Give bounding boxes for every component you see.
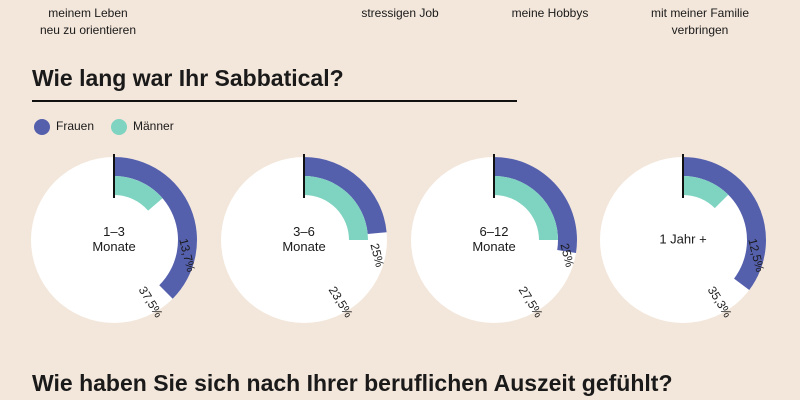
donut-center-label: 1 Jahr +: [659, 231, 706, 246]
donut-background: [600, 157, 766, 323]
legend-label: Frauen: [56, 119, 94, 133]
legend-label: Männer: [133, 119, 174, 133]
donut-segment: [114, 157, 197, 299]
legend-swatch: [111, 119, 127, 135]
donut-segment: [304, 176, 368, 240]
reason-text: meinem Leben: [48, 6, 127, 20]
donut-center-label: Monate: [92, 239, 135, 254]
donut-segment: [494, 157, 578, 253]
reason-text: um mich in: [59, 0, 117, 3]
reason-text: meine Hobbys: [512, 6, 589, 20]
reason-text: stressigen Job: [361, 6, 439, 20]
next-section-title: Wie haben Sie sich nach Ihrer berufliche…: [32, 370, 673, 396]
value-label: 25%: [557, 242, 576, 269]
reason-text: Reisen: [227, 0, 264, 3]
donut-center-label: 6–12: [480, 224, 509, 239]
reason-text: Zeit für mich und: [505, 0, 594, 3]
reason-text: Auszeit vom: [367, 0, 432, 3]
donut-segment: [683, 176, 729, 209]
value-label: 25%: [367, 242, 386, 269]
donut-segment: [494, 176, 558, 240]
reason-text: Ich wollte mehr Zeit: [648, 0, 753, 3]
reason-text: verbringen: [672, 23, 729, 37]
legend-swatch: [34, 119, 50, 135]
donut-center-label: 1–3: [103, 224, 125, 239]
donut-segment: [683, 157, 766, 291]
donut-center-label: Monate: [282, 239, 325, 254]
donut-center-label: 3–6: [293, 224, 315, 239]
reason-text: mit meiner Familie: [651, 6, 749, 20]
donut-segment: [114, 176, 163, 211]
donut-segment: [304, 157, 387, 234]
reason-text: neu zu orientieren: [40, 23, 136, 37]
section-title: Wie lang war Ihr Sabbatical?: [32, 65, 344, 91]
donut-center-label: Monate: [472, 239, 515, 254]
